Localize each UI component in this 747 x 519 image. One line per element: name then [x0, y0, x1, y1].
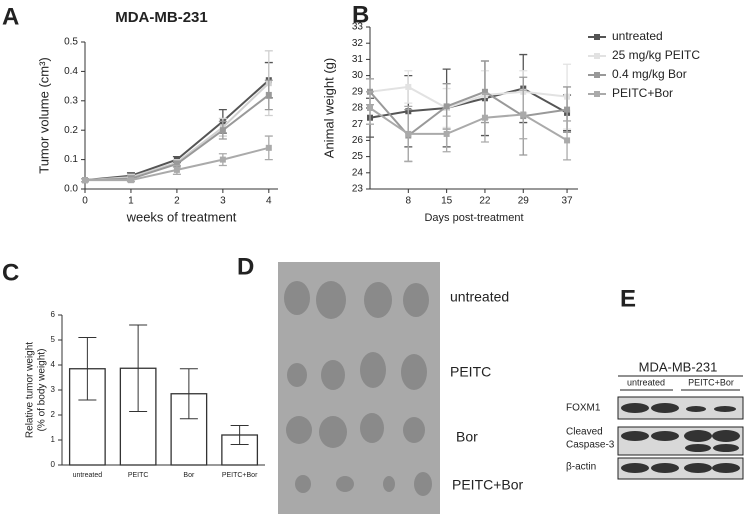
- y-tick-label: 33: [352, 22, 364, 33]
- photo-label: PEITC: [450, 364, 491, 380]
- error-bar: [230, 425, 249, 445]
- row-label: FOXM1: [566, 403, 601, 414]
- group-label: untreated: [627, 377, 665, 387]
- y-tick-label: 26: [352, 135, 364, 146]
- y-tick-label: 30: [352, 70, 364, 81]
- point: [219, 127, 226, 134]
- y-tick-label: 4: [51, 360, 56, 369]
- y-tick-label: 0.0: [64, 184, 78, 195]
- error-bar: [179, 368, 198, 420]
- point: [173, 161, 180, 168]
- y-tick-label: 24: [352, 167, 364, 178]
- y-tick-label: 23: [352, 184, 364, 195]
- point: [405, 83, 412, 90]
- x-tick-label: Bor: [183, 472, 195, 479]
- point: [265, 91, 272, 98]
- chart-title: MDA-MB-231: [115, 9, 208, 26]
- x-tick-label: 15: [441, 196, 453, 207]
- panel-letter: B: [352, 1, 369, 28]
- x-tick-label: 4: [266, 196, 272, 207]
- point: [127, 177, 134, 184]
- point: [367, 105, 373, 111]
- point: [405, 130, 412, 137]
- panel-letter: C: [2, 259, 19, 286]
- x-tick-label: 8: [406, 196, 412, 207]
- x-tick-label: 2: [174, 196, 180, 207]
- y-tick-label: 29: [352, 86, 364, 97]
- legend-label: 25 mg/kg PEITC: [612, 48, 700, 62]
- legend-label: 0.4 mg/kg Bor: [612, 67, 687, 81]
- y-tick-label: 6: [51, 310, 56, 319]
- x-tick-label: untreated: [73, 472, 103, 479]
- y-axis-label: Animal weight (g): [321, 58, 336, 158]
- y-tick-label: 3: [51, 385, 56, 394]
- y-tick-label: 32: [352, 38, 364, 49]
- x-tick-label: PEITC+Bor: [222, 472, 258, 479]
- series-line: [369, 90, 568, 137]
- blot-panel: E MDA-MB-231 untreated PEITC+Bor FOXM1 C…: [566, 285, 744, 480]
- panel-letter: D: [237, 253, 254, 280]
- error-bar: [78, 337, 97, 401]
- panel-letter: E: [620, 285, 636, 312]
- y-tick-label: 0.3: [64, 95, 78, 106]
- y-tick-label: 27: [352, 119, 364, 130]
- legend-swatch: [594, 72, 600, 78]
- x-tick-label: 3: [220, 196, 226, 207]
- y-tick-label: 5: [51, 335, 56, 344]
- point: [265, 144, 272, 151]
- photo-panel: D untreated PEITC Bor PEITC+Bor: [237, 253, 524, 514]
- point: [219, 156, 226, 163]
- x-tick-label: 22: [479, 196, 491, 207]
- y-axis-label: Tumor volume (cm³): [36, 57, 51, 174]
- blot-title: MDA-MB-231: [639, 359, 718, 374]
- x-tick-label: 0: [82, 196, 88, 207]
- group-label: PEITC+Bor: [688, 377, 734, 387]
- y-tick-label: 28: [352, 103, 364, 114]
- y-tick-label: 25: [352, 151, 364, 162]
- error-bar: [129, 324, 148, 412]
- y-tick-label: 31: [352, 54, 364, 65]
- y-tick-label: 0: [51, 460, 56, 469]
- x-axis-label: weeks of treatment: [126, 209, 237, 224]
- tumors: [284, 281, 432, 496]
- y-tick-label: 0.2: [64, 125, 78, 136]
- y-tick-label: 0.4: [64, 66, 78, 77]
- y-tick-label: 0.1: [64, 154, 78, 165]
- legend-label: untreated: [612, 29, 663, 43]
- photo-label: untreated: [450, 289, 509, 305]
- y-tick-label: 0.5: [64, 37, 78, 48]
- point: [82, 177, 88, 184]
- y-axis-label: Relative tumor weight: [25, 342, 36, 438]
- point: [520, 111, 527, 118]
- legend-swatch: [594, 53, 600, 59]
- point: [481, 88, 488, 95]
- photo-label: PEITC+Bor: [452, 477, 524, 493]
- point: [443, 103, 450, 110]
- legend-label: PEITC+Bor: [612, 86, 673, 100]
- series-line: [369, 107, 568, 142]
- legend-swatch: [594, 34, 600, 40]
- point: [564, 137, 571, 144]
- legend-swatch: [594, 91, 600, 97]
- y-tick-label: 1: [51, 435, 56, 444]
- row-label: β-actin: [566, 462, 596, 473]
- x-tick-label: 1: [128, 196, 134, 207]
- blot-strips: [617, 396, 744, 480]
- photo-label: Bor: [456, 429, 478, 445]
- point: [443, 130, 450, 137]
- row-label: Caspase-3: [566, 440, 615, 451]
- point: [564, 106, 571, 113]
- x-tick-label: PEITC: [128, 472, 149, 479]
- y-tick-label: 2: [51, 410, 56, 419]
- x-tick-label: 37: [561, 196, 573, 207]
- panel-letter: A: [2, 3, 19, 30]
- series-line: [369, 85, 568, 110]
- point: [173, 166, 180, 173]
- row-label: Cleaved: [566, 427, 603, 438]
- x-tick-label: 29: [518, 196, 530, 207]
- point: [481, 114, 488, 121]
- y-axis-label: (% of body weight): [37, 349, 48, 432]
- x-axis-label: Days post-treatment: [424, 212, 523, 224]
